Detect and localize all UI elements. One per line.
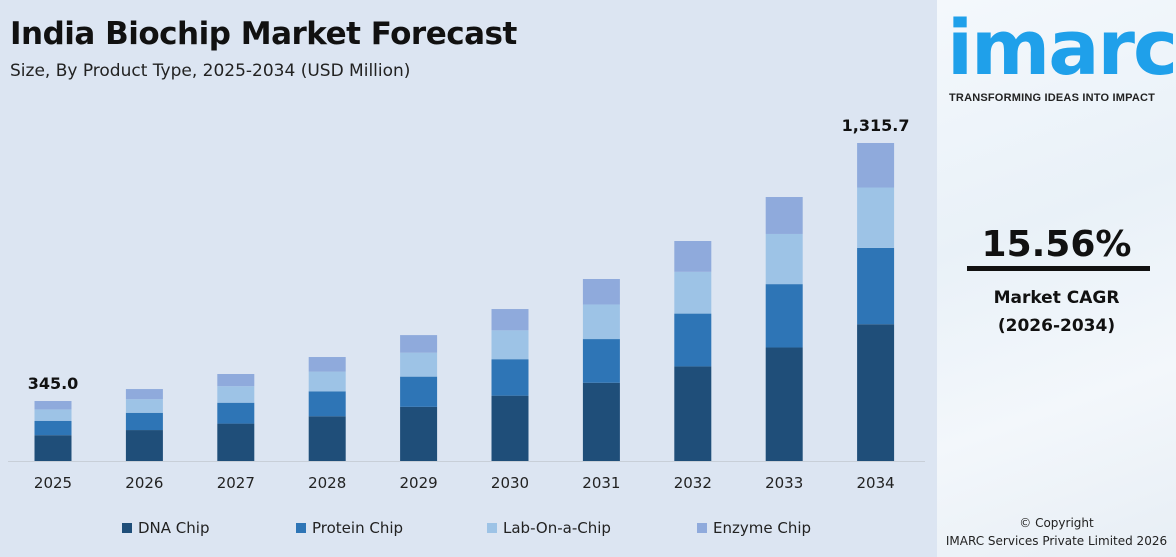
bar-segment-protein-chip: [674, 313, 712, 367]
bar-segment-dna-chip: [582, 382, 620, 461]
bar-segment-enzyme-chip: [674, 240, 712, 272]
stacked-bar-chart: 2025 345.0 2026 2027 2028 2029 2030 2031 2032 203…: [8, 116, 925, 492]
legend-item: Lab-On-a-Chip: [487, 519, 611, 537]
x-tick-label: 2031: [582, 474, 620, 492]
bar-segment-enzyme-chip: [308, 357, 346, 372]
bar-segment-protein-chip: [765, 284, 803, 348]
bar-segment-protein-chip: [34, 420, 72, 436]
copyright-label: © Copyright: [1019, 516, 1094, 530]
bar-segment-lab-on-a-chip: [400, 352, 438, 377]
bar-segment-enzyme-chip: [582, 279, 620, 305]
bar-segment-enzyme-chip: [491, 309, 529, 331]
chart-panel: India Biochip Market Forecast Size, By P…: [0, 16, 937, 539]
legend-swatch: [296, 523, 306, 533]
sidebar-panel: imarc TRANSFORMING IDEAS INTO IMPACT 15.…: [937, 0, 1176, 557]
bar-segment-lab-on-a-chip: [308, 371, 346, 392]
bar-segment-enzyme-chip: [34, 401, 72, 410]
bar-segment-dna-chip: [125, 430, 163, 461]
tagline: TRANSFORMING IDEAS INTO IMPACT: [949, 92, 1156, 104]
chart-subtitle: Size, By Product Type, 2025-2034 (USD Mi…: [10, 61, 411, 81]
cagr-label-text: Market CAGR: [993, 288, 1120, 308]
company-name: IMARC Services Private Limited 2026: [945, 534, 1168, 548]
legend-item: Protein Chip: [296, 519, 403, 537]
bar-segment-lab-on-a-chip: [217, 386, 255, 403]
bar-segment-dna-chip: [400, 406, 438, 461]
legend-swatch: [487, 523, 497, 533]
divider: [967, 266, 1150, 271]
bar-segment-lab-on-a-chip: [491, 330, 529, 360]
x-tick-label: 2034: [857, 474, 895, 492]
bar-segment-protein-chip: [582, 339, 620, 383]
chart-title: India Biochip Market Forecast: [10, 16, 517, 52]
legend-label: DNA Chip: [138, 519, 210, 537]
bar-segment-protein-chip: [217, 402, 255, 424]
bar-segment-enzyme-chip: [765, 197, 803, 234]
bar-segment-lab-on-a-chip: [765, 233, 803, 285]
bar-segment-dna-chip: [674, 366, 712, 461]
x-tick-label: 2032: [674, 474, 712, 492]
x-tick-label: 2028: [308, 474, 346, 492]
bar-segment-protein-chip: [400, 376, 438, 407]
data-label: 345.0: [28, 374, 79, 393]
bar-segment-lab-on-a-chip: [125, 399, 163, 413]
x-tick-label: 2025: [34, 474, 72, 492]
x-tick-label: 2026: [125, 474, 163, 492]
cagr-period: (2026-2034): [997, 316, 1116, 336]
legend-item: DNA Chip: [122, 519, 209, 537]
bar-segment-protein-chip: [857, 247, 895, 325]
bar-segment-enzyme-chip: [217, 374, 255, 387]
bar-segment-lab-on-a-chip: [674, 271, 712, 314]
bar-segment-dna-chip: [491, 395, 529, 461]
legend-label: Protein Chip: [312, 519, 404, 537]
bar-segment-dna-chip: [857, 324, 895, 461]
cagr-value: 15.56%: [981, 224, 1132, 265]
bar-segment-dna-chip: [34, 435, 72, 461]
legend-swatch: [122, 523, 132, 533]
bar-segment-enzyme-chip: [857, 142, 895, 188]
bar-segment-lab-on-a-chip: [34, 409, 72, 421]
bar-segment-dna-chip: [765, 347, 803, 461]
legend: DNA Chip Protein Chip Lab-On-a-Chip Enzyme …: [0, 519, 937, 539]
x-tick-label: 2027: [217, 474, 255, 492]
legend-label: Enzyme Chip: [713, 519, 812, 537]
x-tick-label: 2033: [765, 474, 803, 492]
bar-segment-protein-chip: [125, 412, 163, 431]
x-tick-label: 2029: [400, 474, 438, 492]
bar-segment-protein-chip: [491, 359, 529, 396]
bar-segment-lab-on-a-chip: [582, 304, 620, 340]
data-label: 1,315.7: [842, 116, 910, 135]
bar-segment-lab-on-a-chip: [857, 187, 895, 248]
imarc-logo: imarc: [947, 3, 1176, 92]
cagr-label: Market CAGR (2026-2034): [937, 284, 1176, 340]
bar-segment-dna-chip: [217, 423, 255, 461]
bar-segment-enzyme-chip: [125, 389, 163, 400]
x-tick-label: 2030: [491, 474, 529, 492]
legend-item: Enzyme Chip: [697, 519, 811, 537]
copyright: © Copyright IMARC Services Private Limit…: [937, 514, 1176, 550]
bar-segment-enzyme-chip: [400, 335, 438, 353]
legend-swatch: [697, 523, 707, 533]
bar-segment-protein-chip: [308, 391, 346, 417]
bar-segment-dna-chip: [308, 416, 346, 461]
legend-label: Lab-On-a-Chip: [503, 519, 611, 537]
